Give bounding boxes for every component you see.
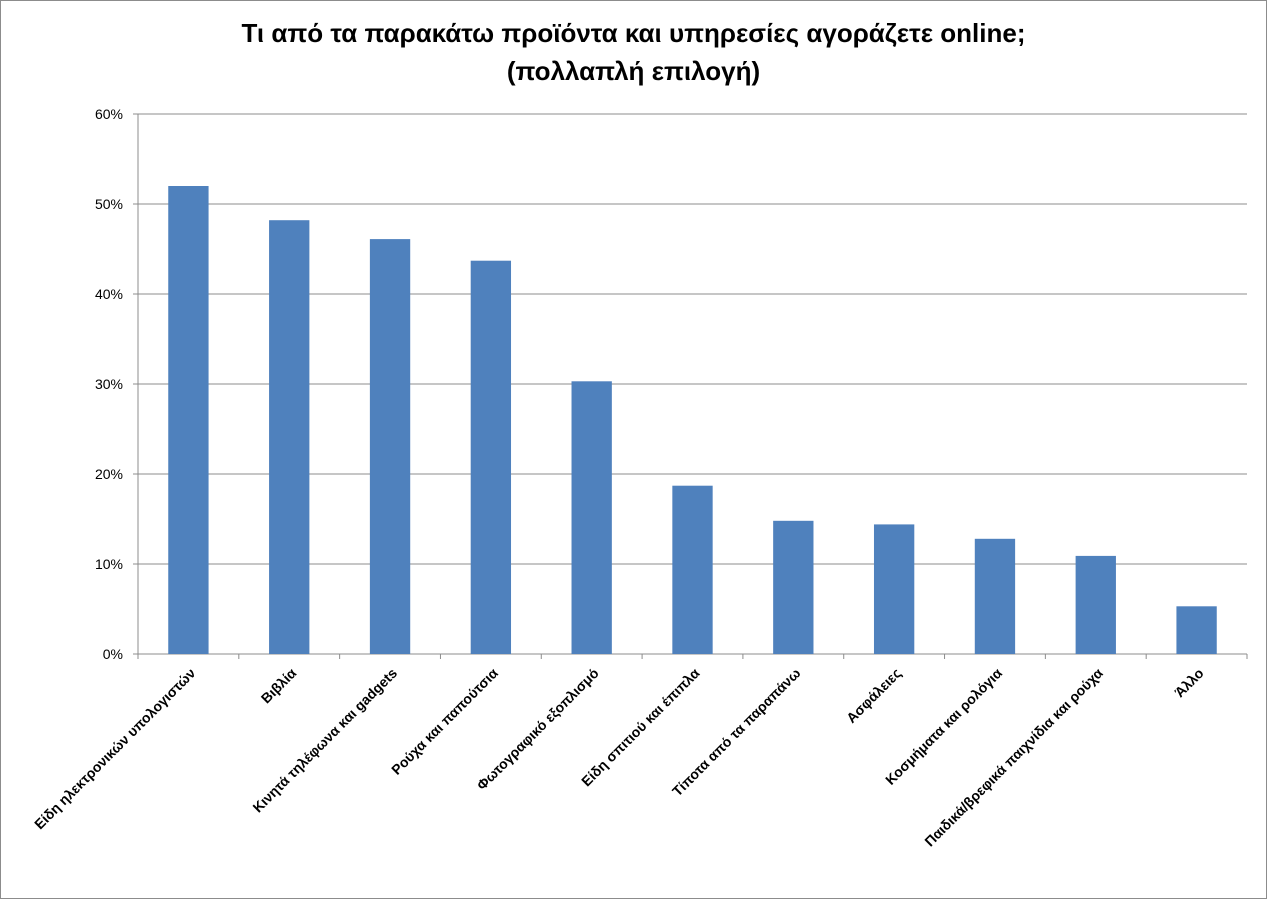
category-label: Είδη ηλεκτρονικών υπολογιστών — [31, 665, 199, 833]
category-label: Ασφάλειες — [843, 665, 904, 726]
bar — [1075, 555, 1116, 654]
bar — [369, 239, 411, 654]
category-label: Βιβλία — [258, 665, 300, 707]
category-label: Ρούχα και παπούτσια — [388, 665, 501, 778]
bar — [974, 538, 1016, 654]
bar — [571, 381, 612, 654]
y-tick-label: 60% — [95, 106, 123, 122]
category-label: Είδη σπιτιού και έπιπλα — [578, 665, 703, 790]
bar — [168, 186, 209, 654]
bar — [269, 220, 310, 654]
y-tick-label: 40% — [95, 286, 123, 302]
y-tick-label: 50% — [95, 196, 123, 212]
y-tick-label: 0% — [103, 646, 123, 662]
category-label: Κοσμήματα και ρολόγια — [882, 665, 1005, 788]
y-tick-label: 10% — [95, 556, 123, 572]
category-label: Παιδικά/βρεφικά παιχνίδια και ρούχα — [921, 665, 1106, 850]
bar — [873, 524, 915, 654]
chart-title-line-2: (πολλαπλή επιλογή) — [506, 56, 761, 86]
bar — [1176, 606, 1217, 654]
y-tick-label: 20% — [95, 466, 123, 482]
bar — [470, 260, 512, 654]
chart-title-line-1: Τι από τα παρακάτω προϊόντα και υπηρεσίε… — [241, 18, 1026, 48]
y-tick-label: 30% — [95, 376, 123, 392]
chart-title: Τι από τα παρακάτω προϊόντα και υπηρεσίε… — [0, 14, 1267, 90]
bar — [773, 520, 814, 654]
bar — [672, 485, 713, 654]
category-label: Άλλο — [1171, 665, 1206, 700]
